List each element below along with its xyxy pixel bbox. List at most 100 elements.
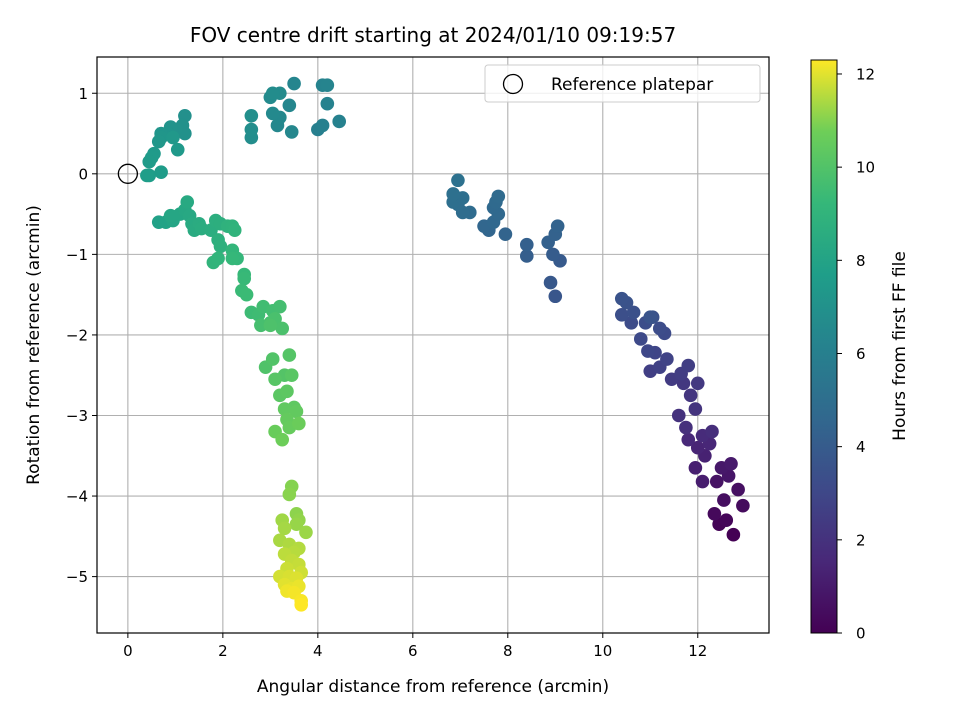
colorbar-tick-label: 12 — [856, 65, 875, 83]
data-point — [690, 440, 705, 455]
data-point — [299, 525, 313, 540]
data-point — [546, 247, 560, 262]
data-point — [726, 527, 741, 542]
x-tick-label: 2 — [218, 642, 228, 660]
data-point — [705, 424, 719, 439]
x-tick-label: 0 — [123, 642, 133, 660]
data-point — [719, 513, 734, 528]
colorbar-gradient — [810, 59, 838, 634]
data-point — [287, 76, 301, 91]
data-point — [294, 598, 309, 612]
data-point — [140, 168, 154, 183]
data-point — [275, 321, 290, 336]
data-point — [289, 517, 304, 532]
data-point — [180, 195, 195, 209]
data-point — [265, 106, 280, 121]
data-point — [277, 402, 292, 416]
data-point — [332, 114, 347, 129]
colorbar-ticks: 0 2 4 6 8 10 12 — [837, 65, 875, 643]
data-point — [709, 474, 724, 489]
colorbar-tick-label: 10 — [856, 159, 875, 177]
data-point — [643, 310, 658, 325]
colorbar-tick-label: 6 — [856, 345, 866, 363]
data-point — [268, 372, 282, 387]
data-point — [679, 420, 693, 435]
data-point — [688, 461, 703, 475]
data-point — [289, 404, 304, 419]
data-point — [652, 321, 667, 336]
data-point — [284, 125, 299, 139]
colorbar-tick-label: 0 — [856, 625, 866, 643]
data-point — [239, 287, 254, 302]
data-point — [277, 521, 292, 536]
data-point — [683, 388, 698, 403]
data-point — [320, 78, 335, 92]
x-axis-ticks: 0 2 4 6 8 10 12 — [123, 633, 707, 660]
plot-frame — [96, 56, 770, 634]
y-axis-ticks: 1 0 −1 −2 −3 −4 −5 — [66, 85, 97, 586]
colorbar: 0 2 4 6 8 10 12 Hours from first FF file — [810, 59, 910, 643]
x-tick-label: 12 — [688, 642, 707, 660]
data-point — [213, 239, 228, 254]
grid-lines — [97, 57, 769, 633]
legend-box — [484, 64, 761, 103]
data-point — [690, 376, 705, 391]
y-tick-label: −3 — [66, 407, 88, 425]
data-point — [275, 432, 290, 447]
data-point — [244, 122, 259, 137]
colorbar-tick-label: 8 — [856, 252, 866, 270]
y-tick-label: −4 — [66, 488, 88, 506]
chart-title: FOV centre drift starting at 2024/01/10 … — [190, 23, 676, 47]
data-point — [237, 271, 252, 286]
data-point — [154, 165, 168, 179]
data-point — [731, 482, 745, 497]
data-point — [641, 344, 655, 358]
data-point — [614, 307, 629, 322]
data-point — [688, 402, 703, 416]
x-axis-label: Angular distance from reference (arcmin) — [257, 677, 609, 697]
data-point — [170, 142, 185, 157]
colorbar-label: Hours from first FF file — [890, 251, 910, 441]
legend-marker-icon — [502, 73, 524, 95]
data-point — [633, 332, 648, 346]
data-point — [451, 173, 465, 188]
data-point — [244, 109, 259, 123]
y-tick-label: −5 — [66, 568, 88, 586]
data-point — [681, 432, 696, 447]
data-point — [166, 130, 180, 145]
data-point — [280, 384, 294, 399]
reference-platepar-marker — [117, 163, 139, 184]
legend: Reference platepar — [484, 64, 761, 103]
data-point — [273, 299, 287, 314]
x-tick-label: 4 — [313, 642, 323, 660]
colorbar-tick-label: 2 — [856, 531, 866, 549]
y-tick-label: 1 — [78, 85, 88, 103]
data-point — [263, 318, 278, 333]
x-tick-label: 6 — [408, 642, 418, 660]
data-point — [320, 96, 335, 111]
data-point — [543, 275, 558, 290]
y-tick-label: −2 — [66, 326, 88, 344]
colorbar-tick-label: 4 — [856, 438, 866, 456]
data-point — [282, 487, 297, 502]
x-tick-label: 10 — [593, 642, 612, 660]
data-point — [211, 251, 225, 266]
x-tick-label: 8 — [503, 642, 513, 660]
data-point — [519, 249, 534, 263]
data-point — [151, 134, 166, 149]
data-point — [707, 506, 722, 521]
data-point — [681, 358, 696, 373]
data-point — [491, 189, 506, 204]
data-points — [140, 76, 750, 612]
data-point — [614, 291, 629, 306]
data-point — [724, 457, 738, 471]
data-point — [498, 227, 513, 242]
data-point — [282, 98, 297, 113]
data-point — [225, 251, 240, 266]
data-point — [519, 237, 534, 252]
data-point — [265, 86, 280, 101]
y-tick-label: 0 — [78, 165, 88, 183]
data-point — [550, 219, 565, 233]
data-point — [736, 498, 750, 513]
